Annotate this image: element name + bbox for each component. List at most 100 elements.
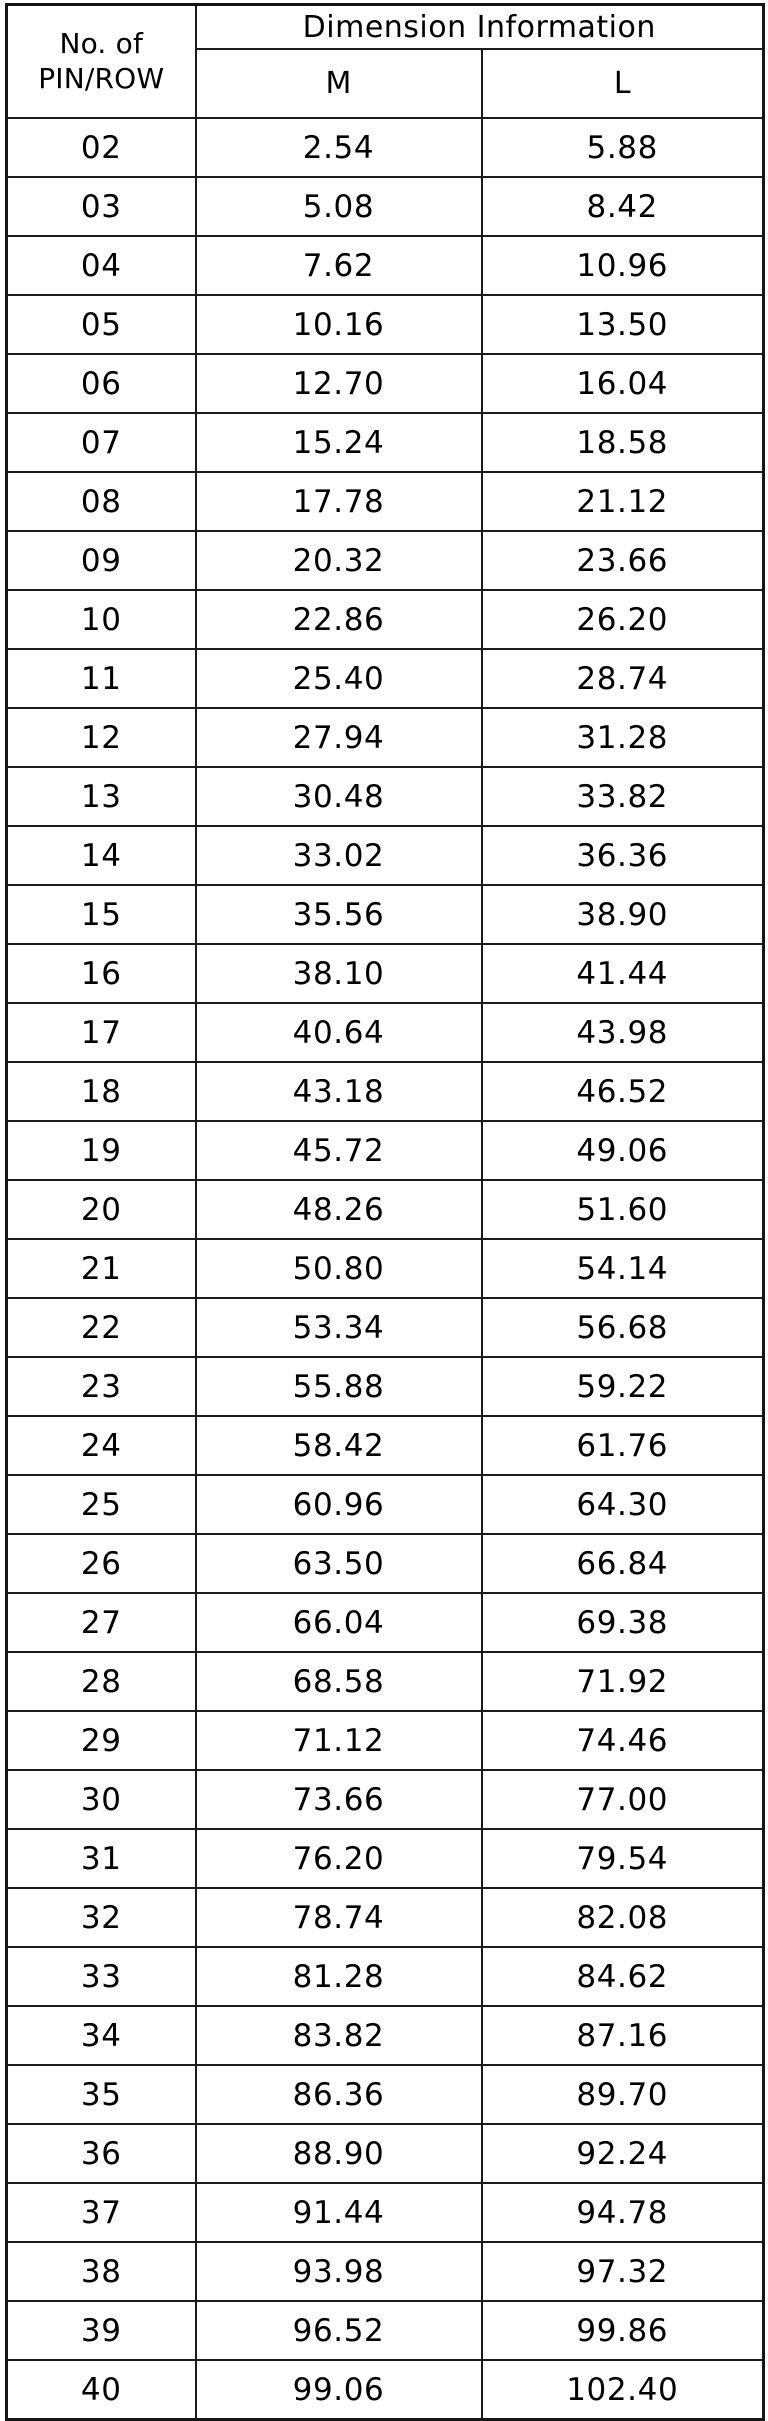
column-header-pin-row: No. of PIN/ROW [5, 3, 197, 119]
cell-m: 10.16 [194, 294, 483, 355]
cell-m: 93.98 [194, 2241, 483, 2302]
table-row: 03 5.08 8.42 [5, 176, 765, 237]
cell-l: 92.24 [480, 2123, 765, 2184]
cell-pin: 04 [5, 235, 197, 296]
table-row: 10 22.86 26.20 [5, 589, 765, 650]
table-row: 21 50.80 54.14 [5, 1238, 765, 1299]
table-row: 04 7.62 10.96 [5, 235, 765, 296]
cell-pin: 22 [5, 1297, 197, 1358]
cell-pin: 13 [5, 766, 197, 827]
table-body: 02 2.54 5.88 03 5.08 8.42 04 7.62 10.96 05 10.16 13… [5, 117, 765, 2421]
table-row: 15 35.56 38.90 [5, 884, 765, 945]
table-row: 25 60.96 64.30 [5, 1474, 765, 1535]
cell-m: 55.88 [194, 1356, 483, 1417]
cell-m: 50.80 [194, 1238, 483, 1299]
table-header: No. of PIN/ROW Dimension Information M L [5, 3, 765, 119]
cell-l: 89.70 [480, 2064, 765, 2125]
header-row-sub: M L [7, 48, 765, 119]
cell-m: 20.32 [194, 530, 483, 591]
cell-l: 49.06 [480, 1120, 765, 1181]
cell-m: 30.48 [194, 766, 483, 827]
cell-l: 102.40 [480, 2359, 765, 2421]
cell-m: 66.04 [194, 1592, 483, 1653]
cell-m: 60.96 [194, 1474, 483, 1535]
cell-pin: 21 [5, 1238, 197, 1299]
cell-l: 59.22 [480, 1356, 765, 1417]
cell-l: 21.12 [480, 471, 765, 532]
cell-pin: 09 [5, 530, 197, 591]
cell-pin: 27 [5, 1592, 197, 1653]
cell-l: 97.32 [480, 2241, 765, 2302]
cell-m: 17.78 [194, 471, 483, 532]
cell-m: 81.28 [194, 1946, 483, 2007]
table-row: 11 25.40 28.74 [5, 648, 765, 709]
cell-pin: 18 [5, 1061, 197, 1122]
cell-m: 33.02 [194, 825, 483, 886]
table-row: 18 43.18 46.52 [5, 1061, 765, 1122]
cell-m: 35.56 [194, 884, 483, 945]
cell-pin: 34 [5, 2005, 197, 2066]
cell-l: 31.28 [480, 707, 765, 768]
cell-l: 33.82 [480, 766, 765, 827]
cell-l: 84.62 [480, 1946, 765, 2007]
cell-pin: 14 [5, 825, 197, 886]
cell-pin: 40 [5, 2359, 197, 2421]
table-row: 37 91.44 94.78 [5, 2182, 765, 2243]
table-row: 22 53.34 56.68 [5, 1297, 765, 1358]
table-row: 38 93.98 97.32 [5, 2241, 765, 2302]
cell-l: 18.58 [480, 412, 765, 473]
cell-pin: 12 [5, 707, 197, 768]
cell-m: 58.42 [194, 1415, 483, 1476]
cell-l: 71.92 [480, 1651, 765, 1712]
cell-m: 63.50 [194, 1533, 483, 1594]
cell-pin: 16 [5, 943, 197, 1004]
cell-m: 91.44 [194, 2182, 483, 2243]
column-header-m: M [194, 48, 483, 119]
cell-pin: 30 [5, 1769, 197, 1830]
cell-m: 2.54 [194, 117, 483, 178]
cell-pin: 33 [5, 1946, 197, 2007]
cell-l: 16.04 [480, 353, 765, 414]
cell-pin: 15 [5, 884, 197, 945]
cell-pin: 05 [5, 294, 197, 355]
cell-pin: 24 [5, 1415, 197, 1476]
cell-m: 78.74 [194, 1887, 483, 1948]
cell-l: 54.14 [480, 1238, 765, 1299]
table-row: 17 40.64 43.98 [5, 1002, 765, 1063]
cell-pin: 08 [5, 471, 197, 532]
cell-l: 10.96 [480, 235, 765, 296]
table-row: 40 99.06 102.40 [5, 2359, 765, 2421]
cell-l: 69.38 [480, 1592, 765, 1653]
cell-m: 5.08 [194, 176, 483, 237]
cell-l: 43.98 [480, 1002, 765, 1063]
cell-l: 46.52 [480, 1061, 765, 1122]
cell-l: 36.36 [480, 825, 765, 886]
cell-m: 83.82 [194, 2005, 483, 2066]
cell-l: 74.46 [480, 1710, 765, 1771]
cell-l: 66.84 [480, 1533, 765, 1594]
cell-m: 15.24 [194, 412, 483, 473]
table-row: 34 83.82 87.16 [5, 2005, 765, 2066]
header-row-group: No. of PIN/ROW Dimension Information [5, 3, 765, 119]
dimension-information-table: No. of PIN/ROW Dimension Information M L… [5, 3, 765, 2421]
cell-pin: 02 [5, 117, 197, 178]
table-row: 26 63.50 66.84 [5, 1533, 765, 1594]
cell-l: 28.74 [480, 648, 765, 709]
cell-pin: 26 [5, 1533, 197, 1594]
cell-pin: 03 [5, 176, 197, 237]
cell-pin: 28 [5, 1651, 197, 1712]
cell-pin: 20 [5, 1179, 197, 1240]
cell-pin: 23 [5, 1356, 197, 1417]
cell-l: 23.66 [480, 530, 765, 591]
cell-m: 86.36 [194, 2064, 483, 2125]
cell-l: 87.16 [480, 2005, 765, 2066]
cell-m: 25.40 [194, 648, 483, 709]
cell-pin: 36 [5, 2123, 197, 2184]
cell-l: 13.50 [480, 294, 765, 355]
cell-m: 48.26 [194, 1179, 483, 1240]
cell-m: 99.06 [194, 2359, 483, 2421]
table-row: 12 27.94 31.28 [5, 707, 765, 768]
cell-m: 12.70 [194, 353, 483, 414]
cell-pin: 29 [5, 1710, 197, 1771]
table-row: 20 48.26 51.60 [5, 1179, 765, 1240]
